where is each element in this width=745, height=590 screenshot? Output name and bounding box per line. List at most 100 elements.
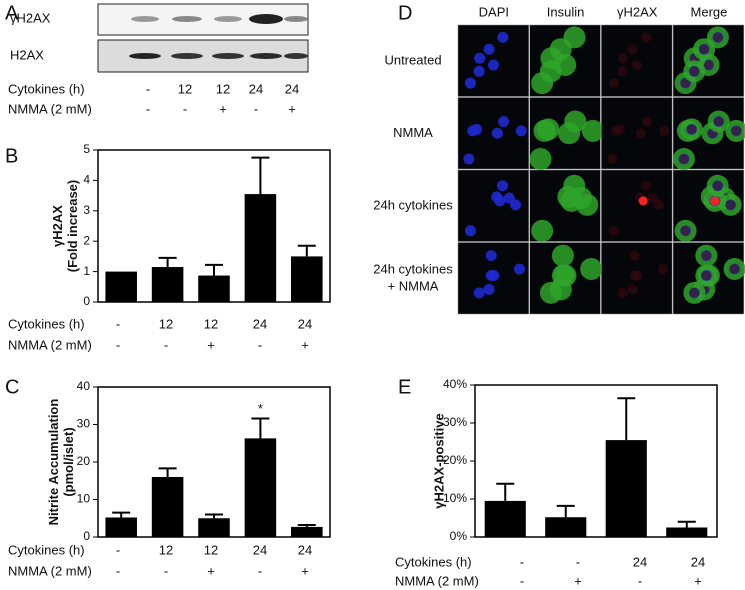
y-tick-label: 0% <box>450 529 468 543</box>
condition-value: - <box>183 101 187 116</box>
cell-h2ax <box>710 196 720 206</box>
bar <box>244 438 277 537</box>
cell-nucleus <box>491 127 503 139</box>
row-label: + NMMA <box>388 279 439 294</box>
condition-value: + <box>219 101 227 116</box>
condition-value: - <box>254 101 258 116</box>
cell-nucleus <box>497 180 509 192</box>
cell-insulin <box>563 26 586 49</box>
cell-h2ax <box>618 53 629 64</box>
y-tick-label: 0 <box>83 529 90 543</box>
cell-nucleus <box>471 123 483 135</box>
cell-h2ax <box>647 193 658 204</box>
condition-value: - <box>146 81 150 96</box>
panel-letter: E <box>398 376 411 398</box>
cell-h2ax <box>725 199 736 210</box>
bar <box>151 477 184 537</box>
cell-h2ax <box>659 125 670 136</box>
y-tick-label: 1 <box>83 264 90 278</box>
bar <box>291 256 323 302</box>
bar <box>151 267 184 302</box>
cell-h2ax <box>689 287 700 298</box>
cell-h2ax <box>614 124 625 135</box>
condition-value: 24 <box>633 554 647 569</box>
y-axis-label: (Fold increase) <box>65 180 80 272</box>
condition-value: - <box>638 573 642 588</box>
condition-value: - <box>520 573 524 588</box>
cell-h2ax <box>713 116 724 127</box>
condition-value: - <box>258 563 262 578</box>
cell-h2ax <box>631 59 642 70</box>
cell-h2ax <box>657 264 668 275</box>
error-bar <box>297 244 316 257</box>
cell-h2ax <box>607 154 618 165</box>
error-bar <box>556 504 575 518</box>
row-label: NMMA <box>393 125 433 140</box>
condition-value: + <box>574 573 582 588</box>
panel-letter: D <box>398 2 412 24</box>
error-bar <box>677 520 696 528</box>
cell-h2ax <box>712 32 723 43</box>
y-tick-label: 40% <box>443 377 467 391</box>
cell-h2ax <box>608 78 619 89</box>
condition-value: 24 <box>249 81 263 96</box>
cell-nucleus <box>497 31 509 43</box>
condition-value: 12 <box>204 542 218 557</box>
condition-value: 24 <box>285 81 299 96</box>
column-header: Insulin <box>547 4 585 19</box>
cell-h2ax <box>680 78 691 89</box>
condition-value: - <box>116 316 120 331</box>
panel-letter: C <box>5 376 19 398</box>
condition-value: - <box>164 337 168 352</box>
cell-insulin <box>529 148 552 171</box>
cell-nucleus <box>513 263 525 275</box>
condition-value: - <box>116 542 120 557</box>
cell-nucleus <box>473 65 485 77</box>
error-bar <box>158 467 177 477</box>
cell-h2ax <box>641 32 652 43</box>
y-tick-label: 10 <box>77 492 91 506</box>
condition-value: + <box>301 563 309 578</box>
bar <box>244 194 277 302</box>
condition-value: 12 <box>178 81 192 96</box>
cell-h2ax <box>699 44 710 55</box>
error-bar <box>617 397 636 441</box>
bar <box>105 271 137 302</box>
condition-label: NMMA (2 mM) <box>8 563 92 578</box>
cell-h2ax <box>608 225 619 236</box>
condition-value: + <box>694 573 702 588</box>
bar <box>105 517 137 537</box>
cell-h2ax <box>640 180 651 191</box>
bar <box>484 500 526 537</box>
cell-insulin <box>539 281 562 304</box>
blot-bands <box>129 14 308 59</box>
cell-nucleus <box>515 125 527 137</box>
condition-value: 12 <box>159 542 173 557</box>
condition-label: NMMA (2 mM) <box>395 573 479 588</box>
cell-insulin <box>551 244 574 267</box>
condition-value: - <box>146 101 150 116</box>
cell-nucleus <box>464 225 476 237</box>
cell-insulin <box>539 60 562 83</box>
condition-value: 24 <box>298 316 312 331</box>
y-tick-label: 30 <box>77 417 91 431</box>
condition-label: Cytokines (h) <box>8 542 85 557</box>
y-tick-label: 0 <box>83 294 90 308</box>
condition-value: 24 <box>298 542 312 557</box>
condition-value: 24 <box>253 316 267 331</box>
cell-nucleus <box>485 270 497 282</box>
y-tick-label: 3 <box>83 203 90 217</box>
condition-value: - <box>116 563 120 578</box>
condition-value: - <box>258 337 262 352</box>
error-bar <box>205 513 223 519</box>
bar <box>666 527 708 537</box>
cell-nucleus <box>473 287 485 299</box>
condition-value: 12 <box>204 316 218 331</box>
cell-h2ax <box>729 264 740 275</box>
bar <box>291 526 323 537</box>
condition-value: - <box>576 554 580 569</box>
cell-nucleus <box>485 250 497 262</box>
condition-value: - <box>164 563 168 578</box>
cell-h2ax <box>712 180 723 191</box>
cell-nucleus <box>483 283 495 295</box>
